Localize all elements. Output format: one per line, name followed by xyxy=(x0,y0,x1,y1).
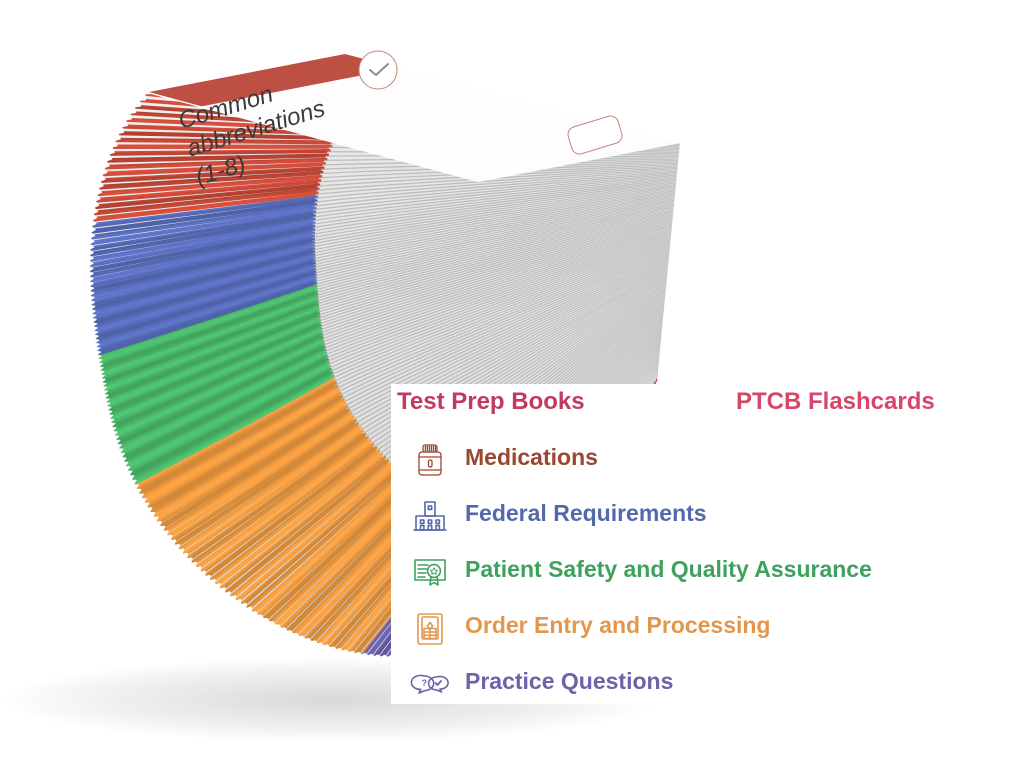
svg-text:?: ? xyxy=(422,678,428,688)
